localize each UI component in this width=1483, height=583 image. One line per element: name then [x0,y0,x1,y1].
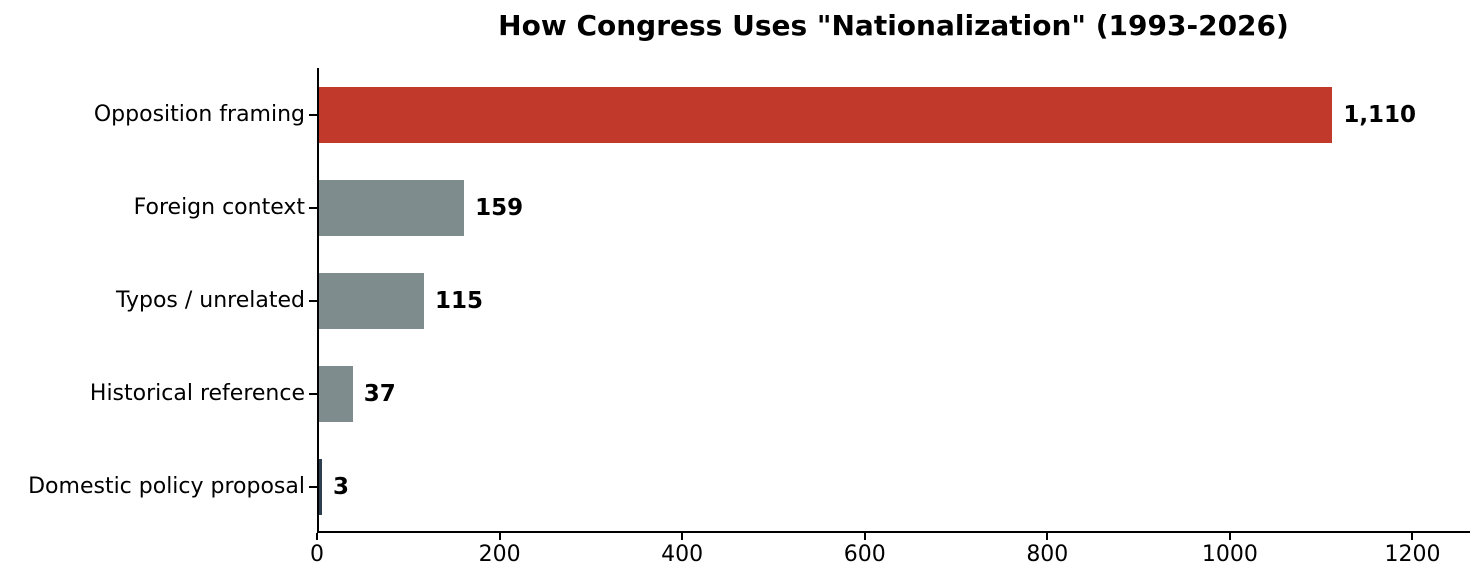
bar-row: Historical reference 37 [90,347,1470,440]
category-label: Opposition framing [93,102,305,127]
bar [319,365,353,422]
x-tick-mark [498,533,501,540]
x-tick-mark [316,533,318,540]
bar [319,458,322,515]
x-tick-mark [1411,533,1414,540]
x-tick-label: 200 [478,542,521,567]
x-tick-label: 600 [843,542,886,567]
bar-row: Typos / unrelated 115 [116,254,1470,347]
bar [319,272,424,329]
x-tick-mark [681,533,684,540]
bar-row: Opposition framing 1,110 [94,68,1470,161]
x-axis-line [317,531,1470,533]
value-label: 37 [363,380,396,407]
category-label: Foreign context [133,195,305,220]
x-tick-label: 0 [310,542,324,567]
y-tick-mark [309,299,317,302]
chart-title: How Congress Uses "Nationalization" (199… [498,9,1289,42]
x-tick-mark [863,533,866,540]
x-tick-label: 400 [661,542,704,567]
x-tick-label: 800 [1026,542,1069,567]
value-label: 1,110 [1343,101,1417,128]
bar-row: Foreign context 159 [134,161,1470,254]
category-label: Typos / unrelated [115,288,305,313]
value-label: 3 [333,473,350,500]
value-label: 159 [475,194,524,221]
x-tick-label: 1200 [1384,542,1441,567]
value-label: 115 [434,287,483,314]
category-label: Historical reference [89,381,305,406]
bar [319,179,465,236]
plot-area: Opposition framing 1,110 Foreign context 15… [28,68,1470,567]
x-tick-mark [1228,533,1231,540]
y-tick-mark [309,485,317,488]
bar [319,86,1333,143]
x-tick-mark [1046,533,1049,540]
y-tick-mark [309,113,317,116]
category-label: Domestic policy proposal [28,474,305,499]
y-axis-line [317,68,319,533]
x-tick-label: 1000 [1201,542,1258,567]
bar-row: Domestic policy proposal 3 [28,440,1470,533]
y-tick-mark [309,206,317,209]
y-tick-mark [309,392,317,395]
